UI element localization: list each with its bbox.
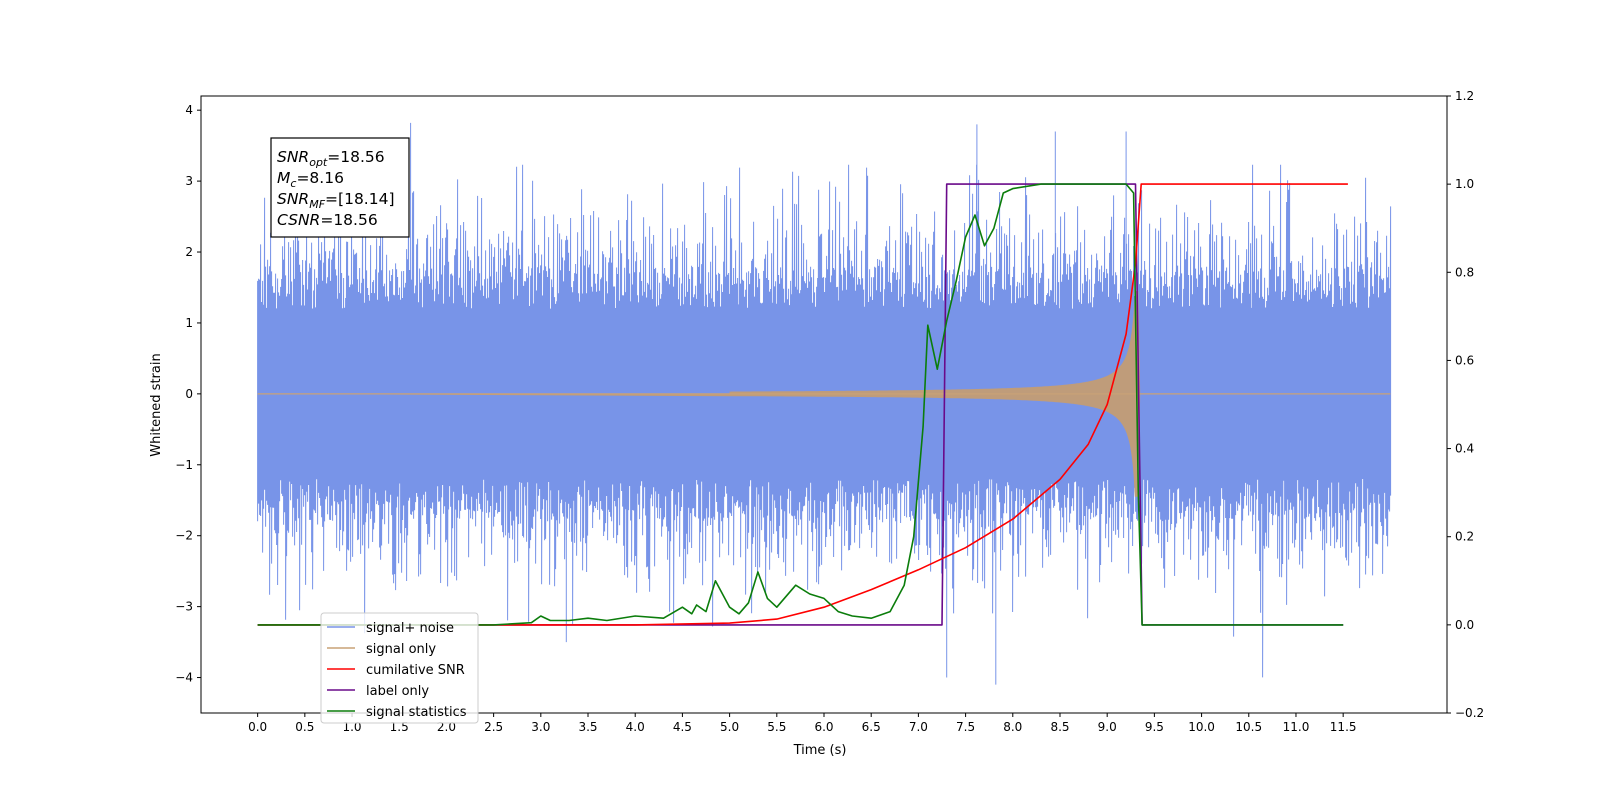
snr-annotation-box: SNRopt=18.56Mc=8.16SNRMF=[18.14]CSNR=18.… — [270, 137, 410, 238]
y2-tick-label: 1.2 — [1455, 89, 1474, 103]
annotation-value: =8.16 — [296, 169, 344, 187]
x-tick-label: 4.0 — [626, 720, 645, 734]
annotation-symbol: SNR — [277, 148, 309, 166]
x-tick-label: 4.5 — [673, 720, 692, 734]
x-tick-label: 6.0 — [814, 720, 833, 734]
y-tick-label: 1 — [185, 316, 193, 330]
annotation-line: Mc=8.16 — [277, 169, 344, 190]
annotation-subscript: MF — [309, 198, 325, 211]
x-tick-label: 0.0 — [248, 720, 267, 734]
y-tick-label: −2 — [175, 529, 193, 543]
x-axis: 0.0 0.5 1.0 1.5 2.0 2.5 3.0 3.5 4.0 4.5 5.0 5.5 6.0 6… — [248, 713, 1357, 734]
x-tick-label: 7.0 — [909, 720, 928, 734]
legend-frame — [320, 612, 479, 724]
annotation-frame — [270, 137, 410, 238]
y2-tick-label: 0.0 — [1455, 618, 1474, 632]
x-tick-label: 11.5 — [1330, 720, 1357, 734]
annotation-value: =18.56 — [327, 148, 384, 166]
y2-tick-label: 0.8 — [1455, 265, 1474, 279]
series-signal-noise — [257, 122, 1392, 685]
x-tick-label: 2.5 — [484, 720, 503, 734]
annotation-value: =[18.14] — [325, 190, 394, 208]
x-tick-label: 5.0 — [720, 720, 739, 734]
annotation-symbol: M — [277, 169, 290, 187]
x-tick-label: 7.5 — [956, 720, 975, 734]
y-axis-label: Whitened strain — [149, 353, 164, 456]
legend-entry: signal only — [366, 642, 436, 657]
annotation-line: SNRopt=18.56 — [277, 148, 385, 169]
legend-entry: cumilative SNR — [366, 663, 465, 678]
annotation-subscript: opt — [309, 156, 328, 169]
x-tick-label: 0.5 — [295, 720, 314, 734]
y2-tick-label: 0.4 — [1455, 442, 1474, 456]
x-axis-label: Time (s) — [793, 743, 847, 758]
y-tick-label: 0 — [185, 387, 193, 401]
x-tick-label: 8.5 — [1050, 720, 1069, 734]
y-tick-label: 3 — [185, 174, 193, 188]
series-signal-statistics — [257, 183, 1344, 626]
y-axis-left: 4 3 2 1 0 −1 −2 −3 −4 — [175, 103, 201, 685]
x-tick-label: 9.0 — [1098, 720, 1117, 734]
x-tick-label: 3.0 — [531, 720, 550, 734]
annotation-symbol: CSNR — [277, 211, 320, 229]
series-layer — [257, 122, 1392, 685]
x-tick-label: 9.5 — [1145, 720, 1164, 734]
y-tick-label: −3 — [175, 600, 193, 614]
y-axis-right: 1.2 1.0 0.8 0.6 0.4 0.2 0.0 −0.2 — [1447, 89, 1484, 720]
x-tick-label: 11.0 — [1283, 720, 1310, 734]
y2-tick-label: −0.2 — [1455, 706, 1484, 720]
x-tick-label: 8.0 — [1003, 720, 1022, 734]
x-tick-label: 10.0 — [1188, 720, 1215, 734]
x-tick-label: 3.5 — [578, 720, 597, 734]
legend-entry: signal statistics — [366, 705, 467, 720]
x-tick-label: 6.5 — [862, 720, 881, 734]
annotation-symbol: SNR — [277, 190, 309, 208]
annotation-line: SNRMF=[18.14] — [277, 190, 395, 211]
annotation-line: CSNR=18.56 — [277, 211, 378, 229]
x-tick-label: 5.5 — [767, 720, 786, 734]
annotation-value: =18.56 — [320, 211, 377, 229]
legend-entry: signal+ noise — [366, 621, 454, 636]
y2-tick-label: 0.6 — [1455, 353, 1474, 367]
y-tick-label: 4 — [185, 103, 193, 117]
y-tick-label: −4 — [175, 671, 193, 685]
annotation-subscript: c — [290, 177, 296, 190]
y-tick-label: 2 — [185, 245, 193, 259]
x-tick-label: 10.5 — [1235, 720, 1262, 734]
legend: signal+ noise signal only cumilative SNR la… — [320, 612, 479, 724]
y-tick-label: −1 — [175, 458, 193, 472]
y2-tick-label: 0.2 — [1455, 530, 1474, 544]
plot-area — [257, 122, 1392, 685]
legend-entry: label only — [366, 684, 429, 699]
y2-tick-label: 1.0 — [1455, 177, 1474, 191]
series-cumulative-snr — [257, 183, 1348, 626]
